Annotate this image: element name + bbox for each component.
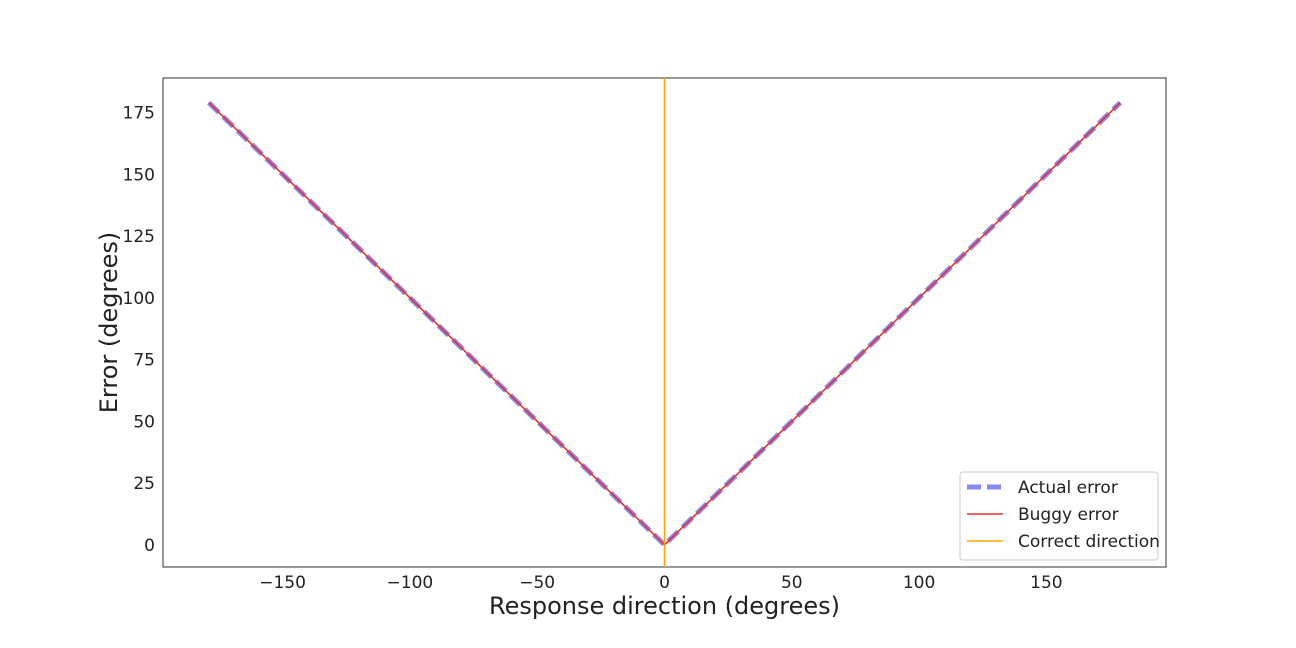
y-tick-label: 150 bbox=[123, 165, 155, 185]
x-tick-label: 150 bbox=[1030, 573, 1062, 593]
series-layer bbox=[207, 78, 1122, 567]
x-axis-label: Response direction (degrees) bbox=[489, 592, 840, 620]
y-tick-label: 0 bbox=[144, 536, 155, 556]
x-tick-label: 50 bbox=[781, 573, 803, 593]
x-tick-label: −150 bbox=[259, 573, 306, 593]
y-tick-label: 125 bbox=[123, 227, 155, 247]
y-tick-label: 25 bbox=[133, 474, 155, 494]
x-tick-label: 100 bbox=[903, 573, 935, 593]
legend-label: Actual error bbox=[1018, 478, 1118, 498]
y-tick-label: 50 bbox=[133, 412, 155, 432]
y-tick-label: 100 bbox=[123, 289, 155, 309]
x-tick-label: −100 bbox=[387, 573, 434, 593]
x-tick-label: −50 bbox=[519, 573, 555, 593]
y-tick-label: 175 bbox=[123, 104, 155, 124]
y-tick-labels: 0 25 50 75 100 125 150 175 bbox=[123, 104, 155, 556]
x-tick-labels: −150 −100 −50 0 50 100 150 bbox=[259, 573, 1062, 593]
y-axis-label: Error (degrees) bbox=[95, 232, 123, 413]
legend: Actual error Buggy error Correct direction bbox=[959, 471, 1160, 561]
legend-label: Buggy error bbox=[1018, 505, 1119, 525]
x-tick-label: 0 bbox=[659, 573, 670, 593]
y-tick-label: 75 bbox=[133, 351, 155, 371]
legend-box bbox=[959, 471, 1159, 561]
legend-label: Correct direction bbox=[1018, 532, 1160, 552]
